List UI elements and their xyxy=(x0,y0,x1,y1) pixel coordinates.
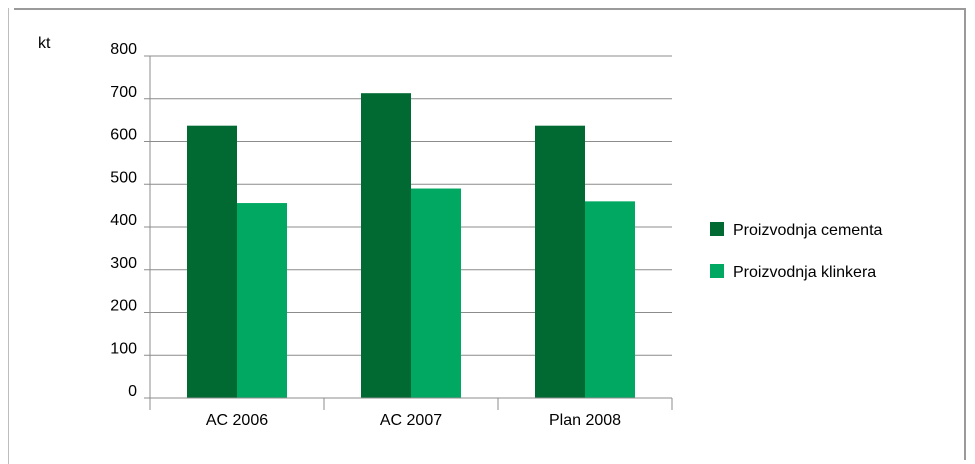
bar-clinker xyxy=(411,188,461,398)
y-tick-label: 400 xyxy=(110,212,137,229)
bar-cement xyxy=(361,93,411,398)
x-category-label: Plan 2008 xyxy=(549,412,621,429)
x-axis: AC 2006 AC 2007 Plan 2008 xyxy=(149,397,673,429)
y-tick-label: 800 xyxy=(110,41,137,58)
bar-clinker xyxy=(237,203,287,398)
chart-frame xyxy=(14,8,966,460)
y-axis-ticks: 0 100 200 300 400 500 600 700 800 xyxy=(110,41,151,400)
y-tick-label: 300 xyxy=(110,255,137,272)
y-tick-label: 100 xyxy=(110,340,137,357)
y-tick-label: 0 xyxy=(128,383,137,400)
y-tick-label: 500 xyxy=(110,169,137,186)
legend-swatch xyxy=(710,222,724,236)
legend: Proizvodnja cementa Proizvodnja klinkera xyxy=(710,222,883,281)
y-tick-label: 200 xyxy=(110,298,137,315)
panel-left-edge xyxy=(0,8,9,464)
legend-label: Proizvodnja klinkera xyxy=(733,264,876,281)
legend-swatch xyxy=(710,264,724,278)
bar-cement xyxy=(535,125,585,399)
bar-clinker xyxy=(585,201,635,398)
bars xyxy=(187,93,635,399)
x-category-label: AC 2007 xyxy=(380,412,442,429)
legend-label: Proizvodnja cementa xyxy=(733,222,883,239)
y-tick-label: 600 xyxy=(110,127,137,144)
bar-cement xyxy=(187,125,237,399)
y-tick-label: 700 xyxy=(110,84,137,101)
x-category-label: AC 2006 xyxy=(206,412,268,429)
y-axis-unit-label: kt xyxy=(38,35,51,52)
